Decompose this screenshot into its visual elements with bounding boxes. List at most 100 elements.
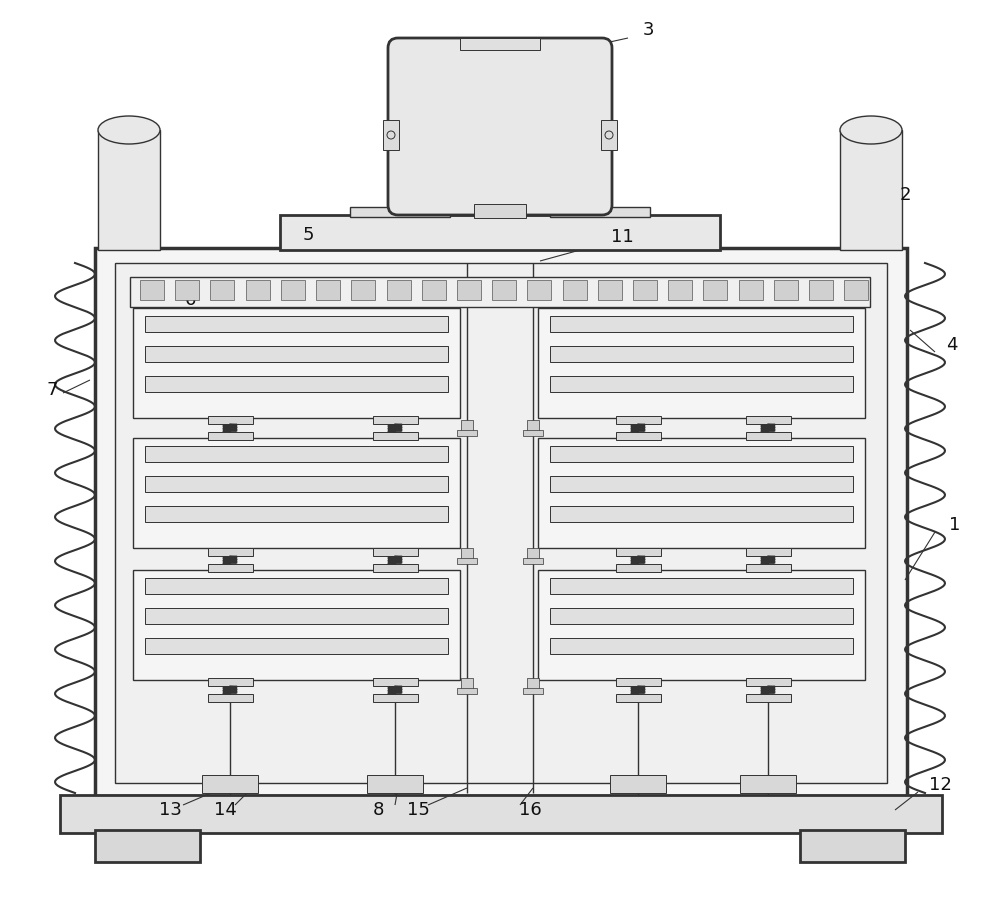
Bar xyxy=(550,506,853,522)
Bar xyxy=(668,280,692,300)
Bar xyxy=(550,376,853,392)
Bar xyxy=(95,248,907,796)
Bar xyxy=(740,775,796,793)
Bar xyxy=(98,130,160,250)
Bar xyxy=(145,446,448,462)
Bar xyxy=(130,277,870,307)
Bar xyxy=(457,688,477,694)
Bar xyxy=(601,120,617,150)
Bar xyxy=(598,280,622,300)
Bar xyxy=(133,438,460,548)
Bar xyxy=(208,416,253,424)
Bar xyxy=(457,430,477,436)
Bar xyxy=(538,308,865,418)
Bar xyxy=(746,416,791,424)
Bar xyxy=(550,638,853,654)
Bar xyxy=(422,280,446,300)
Bar xyxy=(746,564,791,572)
Bar xyxy=(373,548,418,556)
Bar xyxy=(373,678,418,686)
Bar xyxy=(461,678,473,692)
Bar xyxy=(145,316,448,332)
Bar xyxy=(616,678,661,686)
Bar xyxy=(208,548,253,556)
Bar xyxy=(746,694,791,702)
Bar xyxy=(351,280,375,300)
Text: 1: 1 xyxy=(949,516,961,534)
Bar xyxy=(550,578,853,594)
Bar xyxy=(387,280,411,300)
Bar xyxy=(208,678,253,686)
Bar xyxy=(208,694,253,702)
Bar xyxy=(145,346,448,362)
Bar xyxy=(616,548,661,556)
Bar xyxy=(145,638,448,654)
Bar xyxy=(550,476,853,492)
Bar xyxy=(616,416,661,424)
Bar xyxy=(550,346,853,362)
Bar xyxy=(538,438,865,548)
Bar xyxy=(175,280,199,300)
Bar xyxy=(202,775,258,793)
Bar xyxy=(373,416,418,424)
Bar xyxy=(460,38,540,50)
Bar xyxy=(746,678,791,686)
Text: 12: 12 xyxy=(929,776,951,794)
Text: 4: 4 xyxy=(946,336,958,354)
Text: 3: 3 xyxy=(642,21,654,39)
Bar xyxy=(457,280,481,300)
Bar xyxy=(367,775,423,793)
Bar xyxy=(527,280,551,300)
Bar xyxy=(550,446,853,462)
Ellipse shape xyxy=(98,116,160,144)
FancyBboxPatch shape xyxy=(388,38,612,215)
Text: 7: 7 xyxy=(46,381,58,399)
Bar xyxy=(145,506,448,522)
Bar xyxy=(115,263,887,783)
Text: 6: 6 xyxy=(184,291,196,309)
Bar xyxy=(60,795,942,833)
Bar xyxy=(208,564,253,572)
Text: 11: 11 xyxy=(611,228,633,246)
Bar xyxy=(523,688,543,694)
Bar xyxy=(523,558,543,564)
Text: 14: 14 xyxy=(214,801,236,819)
Bar xyxy=(616,564,661,572)
Bar xyxy=(840,130,902,250)
Text: 8: 8 xyxy=(372,801,384,819)
Bar xyxy=(703,280,727,300)
Bar xyxy=(373,564,418,572)
Text: 15: 15 xyxy=(407,801,429,819)
Bar xyxy=(457,558,477,564)
Text: 13: 13 xyxy=(159,801,181,819)
Text: 5: 5 xyxy=(302,226,314,244)
Bar xyxy=(281,280,305,300)
Bar xyxy=(461,548,473,562)
Bar xyxy=(610,775,666,793)
Bar xyxy=(527,678,539,692)
Bar xyxy=(145,608,448,624)
Bar xyxy=(383,120,399,150)
Bar xyxy=(616,694,661,702)
Ellipse shape xyxy=(840,116,902,144)
Bar xyxy=(527,420,539,434)
Bar xyxy=(373,694,418,702)
Bar xyxy=(246,280,270,300)
Bar xyxy=(492,280,516,300)
Bar xyxy=(461,420,473,434)
Bar xyxy=(739,280,763,300)
Bar xyxy=(523,430,543,436)
Bar xyxy=(550,316,853,332)
Bar xyxy=(474,204,526,218)
Bar xyxy=(550,608,853,624)
Bar xyxy=(774,280,798,300)
Bar xyxy=(633,280,657,300)
Bar xyxy=(800,830,905,862)
Bar xyxy=(746,432,791,440)
Bar xyxy=(746,548,791,556)
Bar xyxy=(538,570,865,680)
Bar xyxy=(95,830,200,862)
Bar xyxy=(316,280,340,300)
Bar xyxy=(145,476,448,492)
Bar xyxy=(145,578,448,594)
